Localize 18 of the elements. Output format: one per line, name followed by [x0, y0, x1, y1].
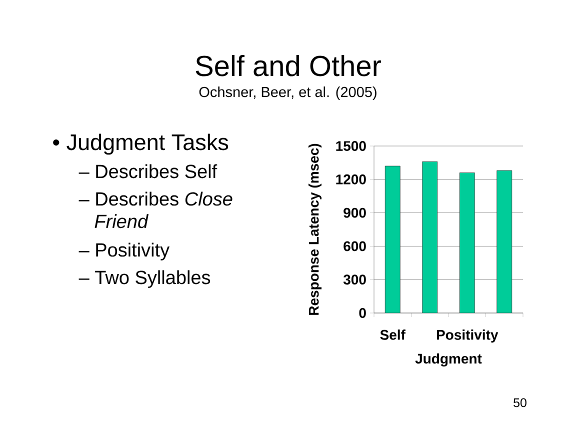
- y-tick-label: 1200: [336, 174, 366, 184]
- text: – Positivity: [78, 242, 170, 260]
- text: – Describes Close Friend: [78, 192, 232, 228]
- x-tick-label: Positivity: [436, 330, 498, 343]
- y-axis-title: Response Latency (msec): [308, 144, 322, 315]
- y-tick-label: 0: [359, 308, 366, 318]
- y-tick-label: 900: [344, 208, 366, 218]
- text: • Judgment Tasks: [53, 134, 228, 155]
- y-tick-label: 300: [343, 274, 366, 285]
- x-axis-title: Judgment: [415, 353, 482, 366]
- text: – Two Syllables: [78, 270, 210, 288]
- chart-subtitle: Ochsner, Beer, et al. (2005): [199, 86, 376, 100]
- y-tick-label: 600: [344, 241, 366, 252]
- x-tick-label: Self: [380, 330, 406, 340]
- text: 50: [514, 398, 526, 408]
- chart-title: Self and Other: [196, 54, 381, 76]
- text: – Describes Self: [78, 164, 218, 178]
- y-tick-label: 1500: [336, 141, 366, 151]
